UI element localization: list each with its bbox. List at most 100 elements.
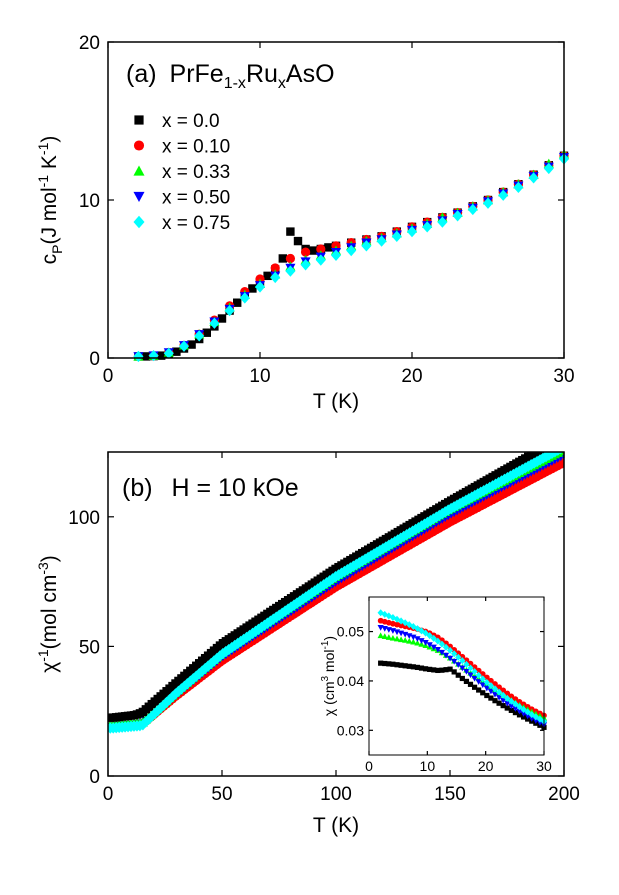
inset-point: [492, 698, 498, 704]
inset-point: [390, 661, 396, 667]
panel-a-x-tick-label: 20: [401, 366, 422, 387]
panel-b-y-tick-label: 100: [68, 508, 100, 529]
legend-label: x = 0.0: [162, 111, 220, 132]
inset-point: [508, 707, 514, 713]
inset-point: [427, 666, 433, 672]
panel-a-point: [233, 298, 242, 307]
panel-b-point: [197, 665, 208, 677]
inset-point: [512, 710, 519, 716]
inset-point: [382, 660, 388, 667]
panel-a-point: [309, 246, 318, 255]
panel-a-point: [286, 227, 295, 236]
panel-a-point: [270, 263, 280, 273]
inset-y-tick-label: 0.04: [337, 673, 364, 689]
inset-point: [435, 667, 441, 674]
inset-point: [463, 657, 470, 664]
panel-a-point: [133, 350, 144, 363]
inset-point: [495, 694, 503, 701]
panel-a-point: [270, 271, 281, 284]
panel-a-point: [157, 351, 166, 360]
inset-point: [389, 634, 397, 641]
inset-point: [508, 693, 515, 700]
panel-b-y-tick-label: 0: [89, 767, 100, 788]
inset-point: [463, 668, 470, 675]
panel-b-series-4: [108, 452, 564, 734]
panel-a-point: [202, 328, 211, 337]
legend-entry: x = 0.50: [133, 188, 230, 209]
panel-a-point: [254, 281, 266, 293]
panel-a-point: [452, 210, 463, 222]
inset-point: [381, 633, 388, 639]
inset-point: [471, 675, 478, 682]
inset-point: [512, 696, 519, 702]
inset-point: [410, 638, 417, 645]
inset-point: [447, 666, 453, 672]
panel-a-y-tick-label: 20: [79, 33, 100, 54]
inset-point: [467, 664, 474, 672]
inset-point: [443, 640, 449, 647]
panel-a-point: [293, 236, 303, 246]
inset-point: [414, 636, 421, 642]
panel-a-point: [467, 203, 478, 216]
inset-point: [516, 712, 523, 718]
panel-b-x-tick-label: 50: [211, 784, 232, 805]
panel-a-point: [528, 172, 539, 184]
inset-point: [442, 643, 450, 651]
inset-point: [394, 662, 400, 668]
panel-b-x-tick-label: 100: [320, 784, 352, 805]
inset-point: [479, 675, 486, 683]
legend-marker: [133, 140, 145, 151]
panel-a-point: [209, 317, 220, 329]
inset-point: [442, 652, 450, 659]
panel-a-ticks: 0 10 20 30 0 10 20: [79, 33, 575, 387]
legend-marker: [133, 215, 145, 229]
inset-point: [475, 679, 482, 685]
inset-point: [443, 667, 449, 673]
inset-point: [414, 639, 421, 646]
inset-point: [459, 657, 466, 665]
inset-point: [426, 642, 433, 648]
inset-point: [438, 640, 446, 648]
inset-point: [422, 639, 429, 646]
panel-a-x-tick-label: 10: [249, 366, 270, 387]
panel-a-series-4: [133, 153, 570, 363]
panel-a-point: [224, 304, 235, 317]
inset-point: [504, 694, 511, 702]
inset-point: [406, 637, 413, 644]
panel-b-data-marks: [108, 452, 564, 734]
inset-point: [393, 635, 401, 642]
legend-entry: x = 0.10: [133, 137, 230, 158]
inset-point: [500, 703, 506, 709]
panel-a-point: [278, 254, 287, 263]
panel-a-point: [376, 235, 387, 247]
legend-entry: x = 0.0: [134, 111, 220, 132]
inset-point: [418, 665, 425, 671]
inset-series-0: [378, 660, 547, 730]
inset-x-tick-label: 20: [478, 758, 494, 774]
inset-point: [483, 685, 490, 692]
inset-y-axis-label: χ (cm3 mol-1): [320, 636, 337, 716]
inset-point: [524, 708, 531, 716]
panel-a-point: [217, 314, 227, 323]
inset-point: [451, 646, 458, 653]
inset-point: [406, 663, 412, 669]
panel-a-point: [187, 340, 196, 349]
inset-point: [471, 684, 478, 690]
legend-marker: [133, 191, 145, 203]
panel-a-point: [248, 284, 257, 293]
panel-a-point: [300, 259, 311, 271]
inset-point: [487, 688, 495, 695]
panel-a-point: [285, 253, 296, 264]
inset-point: [410, 634, 417, 641]
inset-data-marks: [377, 609, 548, 730]
panel-a-point: [172, 347, 181, 356]
panel-b-x-tick-label: 200: [548, 784, 580, 805]
inset-point: [418, 641, 425, 647]
inset-point: [434, 637, 441, 645]
inset-point: [438, 649, 446, 656]
inset-point: [463, 660, 470, 668]
panel-a-point: [315, 254, 326, 266]
inset-point: [455, 662, 462, 668]
